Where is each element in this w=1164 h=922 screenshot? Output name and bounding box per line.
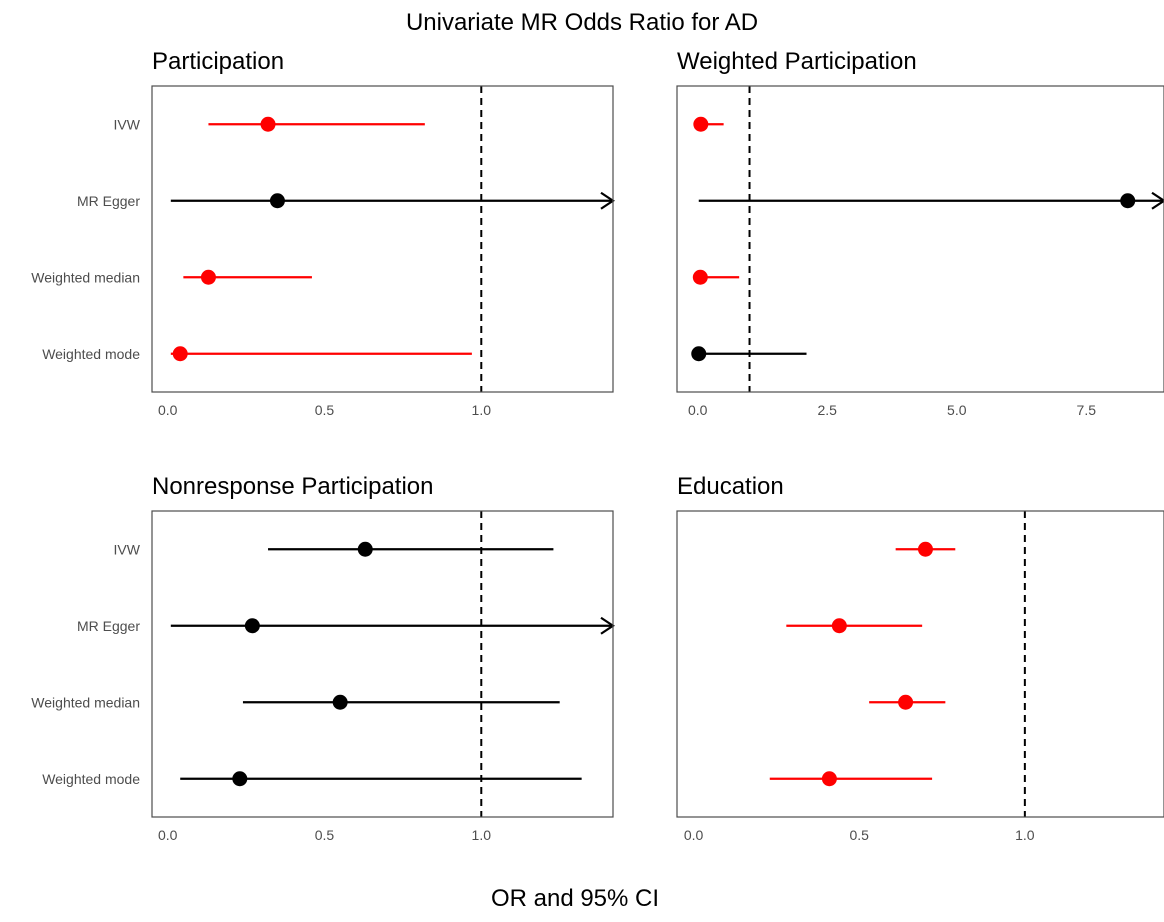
x-tick-label: 0.0 — [158, 402, 178, 418]
x-tick-label: 0.0 — [684, 827, 704, 843]
point-estimate-weighted-mode — [172, 346, 188, 362]
point-estimate-ivw — [693, 116, 709, 132]
x-tick-label: 7.5 — [1077, 402, 1097, 418]
ci-arrow-mr-egger — [1151, 191, 1164, 210]
point-estimate-weighted-median — [332, 694, 348, 710]
figure-title: Univariate MR Odds Ratio for AD — [406, 9, 758, 36]
panel-title: Nonresponse Participation — [152, 473, 434, 500]
y-tick-label: MR Egger — [77, 618, 140, 634]
panel-border — [151, 510, 614, 818]
x-tick-label: 0.5 — [315, 827, 335, 843]
point-estimate-weighted-mode — [691, 346, 707, 362]
panels-group: Participation IVW MR Egger Weighted median W… — [31, 48, 1164, 843]
point-estimate-weighted-median — [200, 269, 216, 285]
point-estimate-weighted-mode — [821, 771, 837, 787]
panel-nonresponse-participation: Nonresponse Participation IVW MR Egger Weig… — [31, 473, 615, 843]
panel-title: Weighted Participation — [677, 48, 917, 75]
y-tick-label: IVW — [114, 116, 141, 132]
panel-title: Participation — [152, 48, 284, 75]
point-estimate-ivw — [357, 541, 373, 557]
x-tick-label: 1.0 — [472, 402, 492, 418]
point-estimate-mr-egger — [269, 193, 285, 209]
x-axis-title: OR and 95% CI — [491, 885, 659, 912]
x-tick-label: 1.0 — [1015, 827, 1035, 843]
y-tick-label: Weighted mode — [42, 346, 140, 362]
point-estimate-weighted-median — [898, 694, 914, 710]
panel-participation: Participation IVW MR Egger Weighted median W… — [31, 48, 615, 418]
panel-border — [676, 85, 1164, 393]
point-estimate-mr-egger — [831, 618, 847, 634]
x-tick-label: 0.5 — [849, 827, 869, 843]
panel-border — [676, 510, 1164, 818]
x-tick-label: 5.0 — [947, 402, 967, 418]
point-estimate-ivw — [260, 116, 276, 132]
point-estimate-weighted-median — [692, 269, 708, 285]
y-tick-label: Weighted median — [31, 694, 140, 710]
y-tick-label: MR Egger — [77, 193, 140, 209]
y-tick-label: IVW — [114, 541, 141, 557]
point-estimate-mr-egger — [1120, 193, 1136, 209]
point-estimate-weighted-mode — [232, 771, 248, 787]
y-tick-label: Weighted median — [31, 269, 140, 285]
point-estimate-ivw — [917, 541, 933, 557]
x-tick-label: 0.0 — [158, 827, 178, 843]
y-tick-label: Weighted mode — [42, 771, 140, 787]
panel-education: Education 0.0 0.5 1.0 — [676, 473, 1164, 843]
x-tick-label: 1.0 — [472, 827, 492, 843]
panel-title: Education — [677, 473, 784, 500]
x-tick-label: 2.5 — [818, 402, 838, 418]
x-tick-label: 0.0 — [688, 402, 708, 418]
point-estimate-mr-egger — [244, 618, 260, 634]
x-tick-label: 0.5 — [315, 402, 335, 418]
panel-border — [151, 85, 614, 393]
panel-weighted-participation: Weighted Participation 0.0 2.5 5.0 7.5 — [676, 48, 1164, 418]
